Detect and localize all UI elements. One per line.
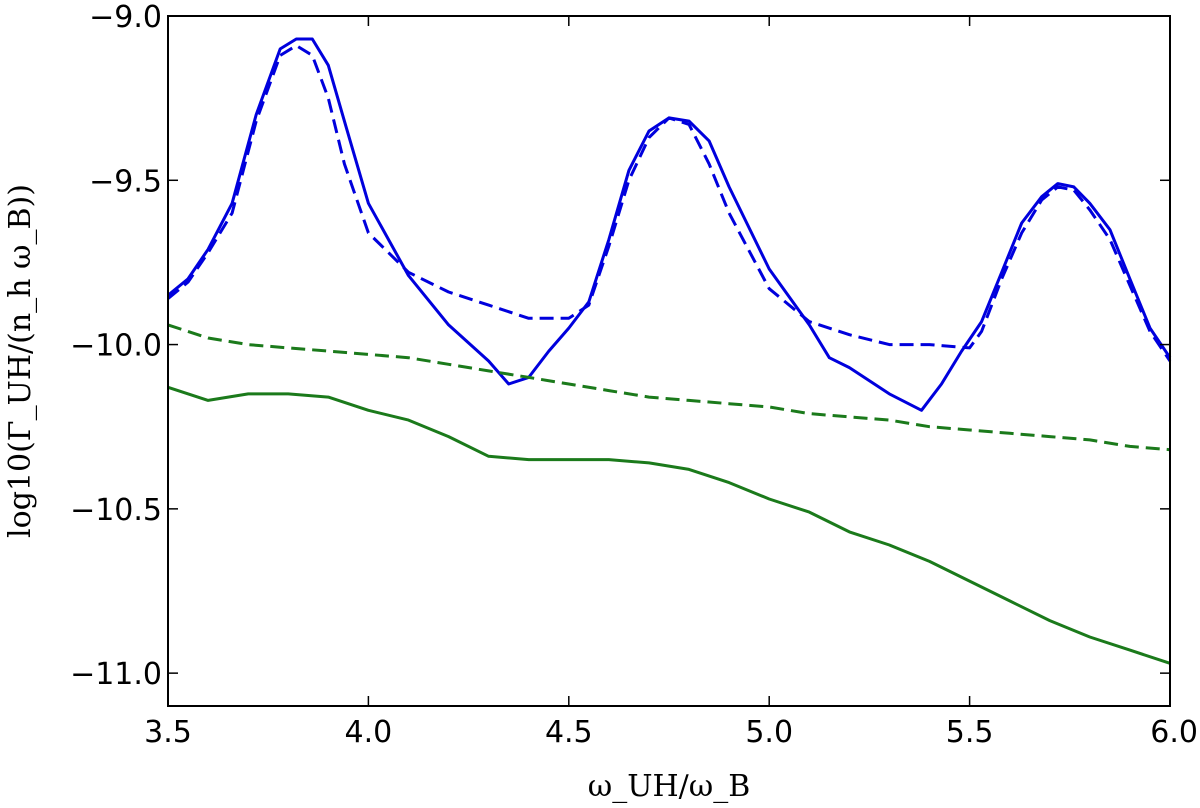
x-tick-label: 6.0 [1150, 715, 1198, 750]
series-line-3 [167, 385, 1171, 665]
tick-group: 3.5 4.0 4.5 5.0 5.5 6.0 −9.0 −9.5 −10.0 −10.5 −11.… [70, 0, 1198, 750]
x-tick-label: 3.5 [144, 715, 192, 750]
series-line-4 [167, 323, 1171, 452]
x-tick-label: 4.0 [345, 715, 393, 750]
x-axis-label: ω_UH/ω_B [588, 769, 751, 804]
y-tick-label: −9.5 [89, 164, 162, 199]
plot-frame [167, 15, 1171, 707]
series-line-2 [167, 44, 1172, 362]
x-tick-label: 5.5 [946, 715, 994, 750]
y-tick-label: −10.5 [70, 493, 162, 528]
y-axis-label: log10(Γ_UH/(n_h ω_B)) [3, 184, 38, 538]
x-tick-label: 4.5 [545, 715, 593, 750]
y-tick-label: −10.0 [70, 329, 162, 364]
x-tick-label: 5.0 [745, 715, 793, 750]
y-tick-label: −9.0 [89, 0, 162, 35]
y-tick-label: −11.0 [70, 657, 162, 692]
series-line-1 [167, 37, 1172, 412]
series-group [167, 37, 1172, 665]
